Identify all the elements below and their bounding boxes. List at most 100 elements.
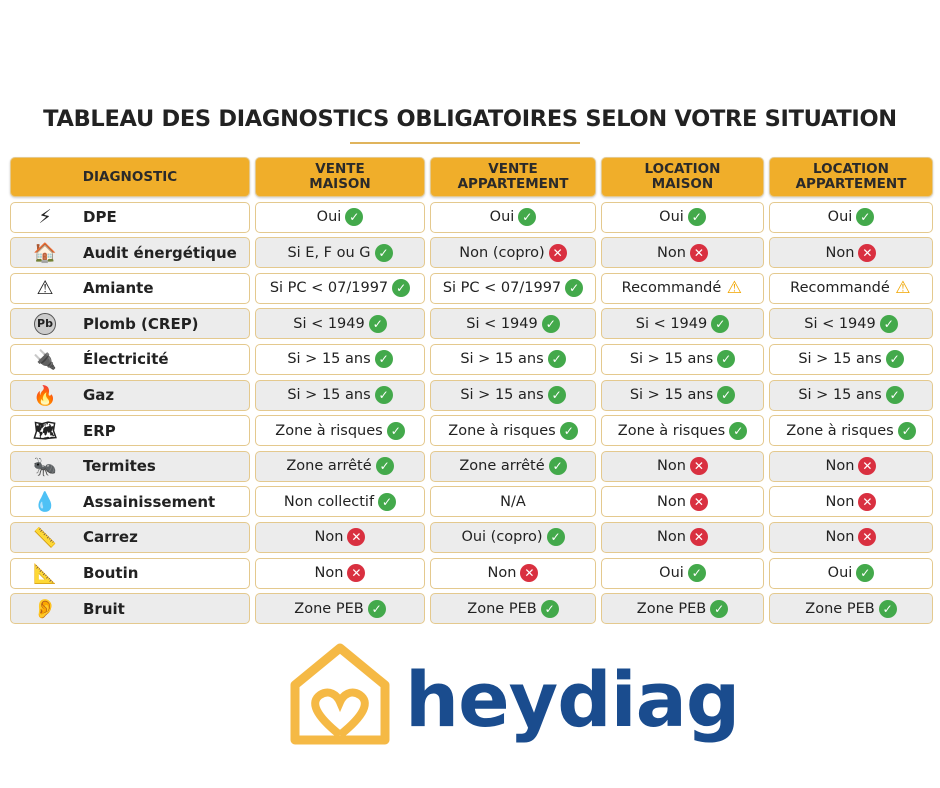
cross-icon: ✕ <box>689 457 708 476</box>
status-cell: Si > 15 ans ✓ <box>430 379 596 411</box>
status-cell: Si PC < 07/1997 ✓ <box>255 272 425 304</box>
ear-sound-icon: 👂 <box>33 598 57 621</box>
table-row: 🐜 Termites Zone arrêté ✓ Zone arrêté ✓ Non ✕ Non… <box>10 450 933 482</box>
cross-icon: ✕ <box>689 492 708 511</box>
cell-text: Non <box>825 458 855 475</box>
cell-text: Si > 15 ans <box>460 351 544 368</box>
diagnostics-table: DIAGNOSTIC VENTE MAISON VENTE APPARTEMEN… <box>10 157 933 629</box>
cell-text: Zone à risques <box>448 422 556 439</box>
cell-text: Oui <box>659 209 684 226</box>
cross-icon: ✕ <box>689 528 708 547</box>
status-cell: Non ✕ <box>601 521 764 553</box>
diagnostic-name: Gaz <box>83 386 115 405</box>
cell-text: Non <box>314 529 344 546</box>
status-cell: Si < 1949 ✓ <box>769 308 933 340</box>
status-cell: Si > 15 ans ✓ <box>255 343 425 375</box>
status-cell: Si > 15 ans ✓ <box>769 379 933 411</box>
diagnostic-name: Termites <box>83 457 156 476</box>
cross-icon: ✕ <box>347 564 366 583</box>
status-cell: Non ✕ <box>255 521 425 553</box>
status-cell: Oui ✓ <box>601 201 764 233</box>
cross-icon: ✕ <box>689 243 708 262</box>
status-cell: Non ✕ <box>601 450 764 482</box>
asbestos-warning-icon: ⚠ <box>36 277 54 300</box>
diagnostic-name: ERP <box>83 421 116 440</box>
table-row: 📏 Carrez Non ✕ Oui (copro) ✓ Non ✕ Non ✕ <box>10 521 933 553</box>
cross-icon: ✕ <box>347 528 366 547</box>
check-icon: ✓ <box>374 243 393 262</box>
cell-text: Non <box>825 493 855 510</box>
diagnostic-name-cell: Pb Plomb (CREP) <box>10 308 250 340</box>
cell-text: Zone à risques <box>275 422 383 439</box>
table-row: 🗺 ERP Zone à risques ✓ Zone à risques ✓ Zone à… <box>10 415 933 447</box>
check-icon: ✓ <box>375 457 394 476</box>
status-cell: Si > 15 ans ✓ <box>255 379 425 411</box>
termite-icon: 🐜 <box>33 455 57 478</box>
cell-text: Non <box>657 529 686 546</box>
cell-text: Si > 15 ans <box>798 387 882 404</box>
cell-text: Zone PEB <box>294 600 364 617</box>
cell-text: Si PC < 07/1997 <box>269 280 389 297</box>
cross-icon: ✕ <box>858 457 877 476</box>
status-cell: Zone à risques ✓ <box>255 415 425 447</box>
header-location-maison: LOCATION MAISON <box>601 157 764 197</box>
cross-icon: ✕ <box>858 492 877 511</box>
status-cell: Oui ✓ <box>430 201 596 233</box>
status-cell: N/A <box>430 486 596 518</box>
diagnostic-name-cell: 🔥 Gaz <box>10 379 250 411</box>
diagnostic-name: Assainissement <box>83 492 216 511</box>
cell-text: Si > 15 ans <box>629 351 714 368</box>
status-cell: Zone PEB ✓ <box>430 593 596 625</box>
check-icon: ✓ <box>541 314 560 333</box>
check-icon: ✓ <box>717 350 736 369</box>
check-icon: ✓ <box>374 386 393 405</box>
check-icon: ✓ <box>710 599 729 618</box>
table-row: 💧 Assainissement Non collectif ✓ N/A Non ✕ Non ✕ <box>10 486 933 518</box>
table-header: DIAGNOSTIC VENTE MAISON VENTE APPARTEMEN… <box>10 157 933 197</box>
diagnostic-name-cell: 🏠 Audit énergétique <box>10 237 250 269</box>
cell-text: Non <box>657 458 686 475</box>
table-row: ⚠ Amiante Si PC < 07/1997 ✓ Si PC < 07/1997 ✓… <box>10 272 933 304</box>
cell-text: Non <box>825 244 855 261</box>
header-diagnostic: DIAGNOSTIC <box>10 157 250 197</box>
status-cell: Non ✕ <box>769 486 933 518</box>
cell-text: Recommandé <box>790 280 890 297</box>
pipe-water-drop-icon: 💧 <box>33 491 57 514</box>
table-row: 🔌 Électricité Si > 15 ans ✓ Si > 15 ans ✓ Si >… <box>10 343 933 375</box>
status-cell: Oui ✓ <box>769 557 933 589</box>
cross-icon: ✕ <box>858 528 877 547</box>
cell-text: Non collectif <box>283 493 375 510</box>
diagnostic-name: Bruit <box>83 599 125 618</box>
diagnostic-name: Amiante <box>83 279 154 298</box>
title-underline <box>350 142 580 144</box>
check-icon: ✓ <box>885 386 904 405</box>
cell-text: Non <box>487 565 517 582</box>
status-cell: Zone PEB ✓ <box>769 593 933 625</box>
check-icon: ✓ <box>565 279 584 298</box>
status-cell: Zone PEB ✓ <box>255 593 425 625</box>
table-row: Pb Plomb (CREP) Si < 1949 ✓ Si < 1949 ✓ Si < 1… <box>10 308 933 340</box>
cell-text: Si > 15 ans <box>287 387 371 404</box>
cell-text: Si E, F ou G <box>287 244 371 261</box>
status-cell: Zone arrêté ✓ <box>255 450 425 482</box>
diagnostic-name: DPE <box>83 208 117 227</box>
check-icon: ✓ <box>367 599 386 618</box>
status-cell: Si < 1949 ✓ <box>255 308 425 340</box>
diagnostic-name-cell: 🐜 Termites <box>10 450 250 482</box>
check-icon: ✓ <box>885 350 904 369</box>
check-icon: ✓ <box>547 350 566 369</box>
cross-icon: ✕ <box>858 243 877 262</box>
cell-text: Non <box>657 244 686 261</box>
diagnostic-name-cell: 💧 Assainissement <box>10 486 250 518</box>
diagnostic-name: Plomb (CREP) <box>83 314 199 333</box>
check-icon: ✓ <box>559 421 578 440</box>
table-row: ⚡ DPE Oui ✓ Oui ✓ Oui ✓ Oui ✓ <box>10 201 933 233</box>
check-icon: ✓ <box>378 492 397 511</box>
cell-text: Si < 1949 <box>804 315 876 332</box>
cell-text: Non <box>825 529 855 546</box>
status-cell: Oui ✓ <box>255 201 425 233</box>
diagnostic-name-cell: 📐 Boutin <box>10 557 250 589</box>
status-cell: Si > 15 ans ✓ <box>601 379 764 411</box>
lead-pb-icon: Pb <box>27 311 63 337</box>
status-cell: Non ✕ <box>769 450 933 482</box>
